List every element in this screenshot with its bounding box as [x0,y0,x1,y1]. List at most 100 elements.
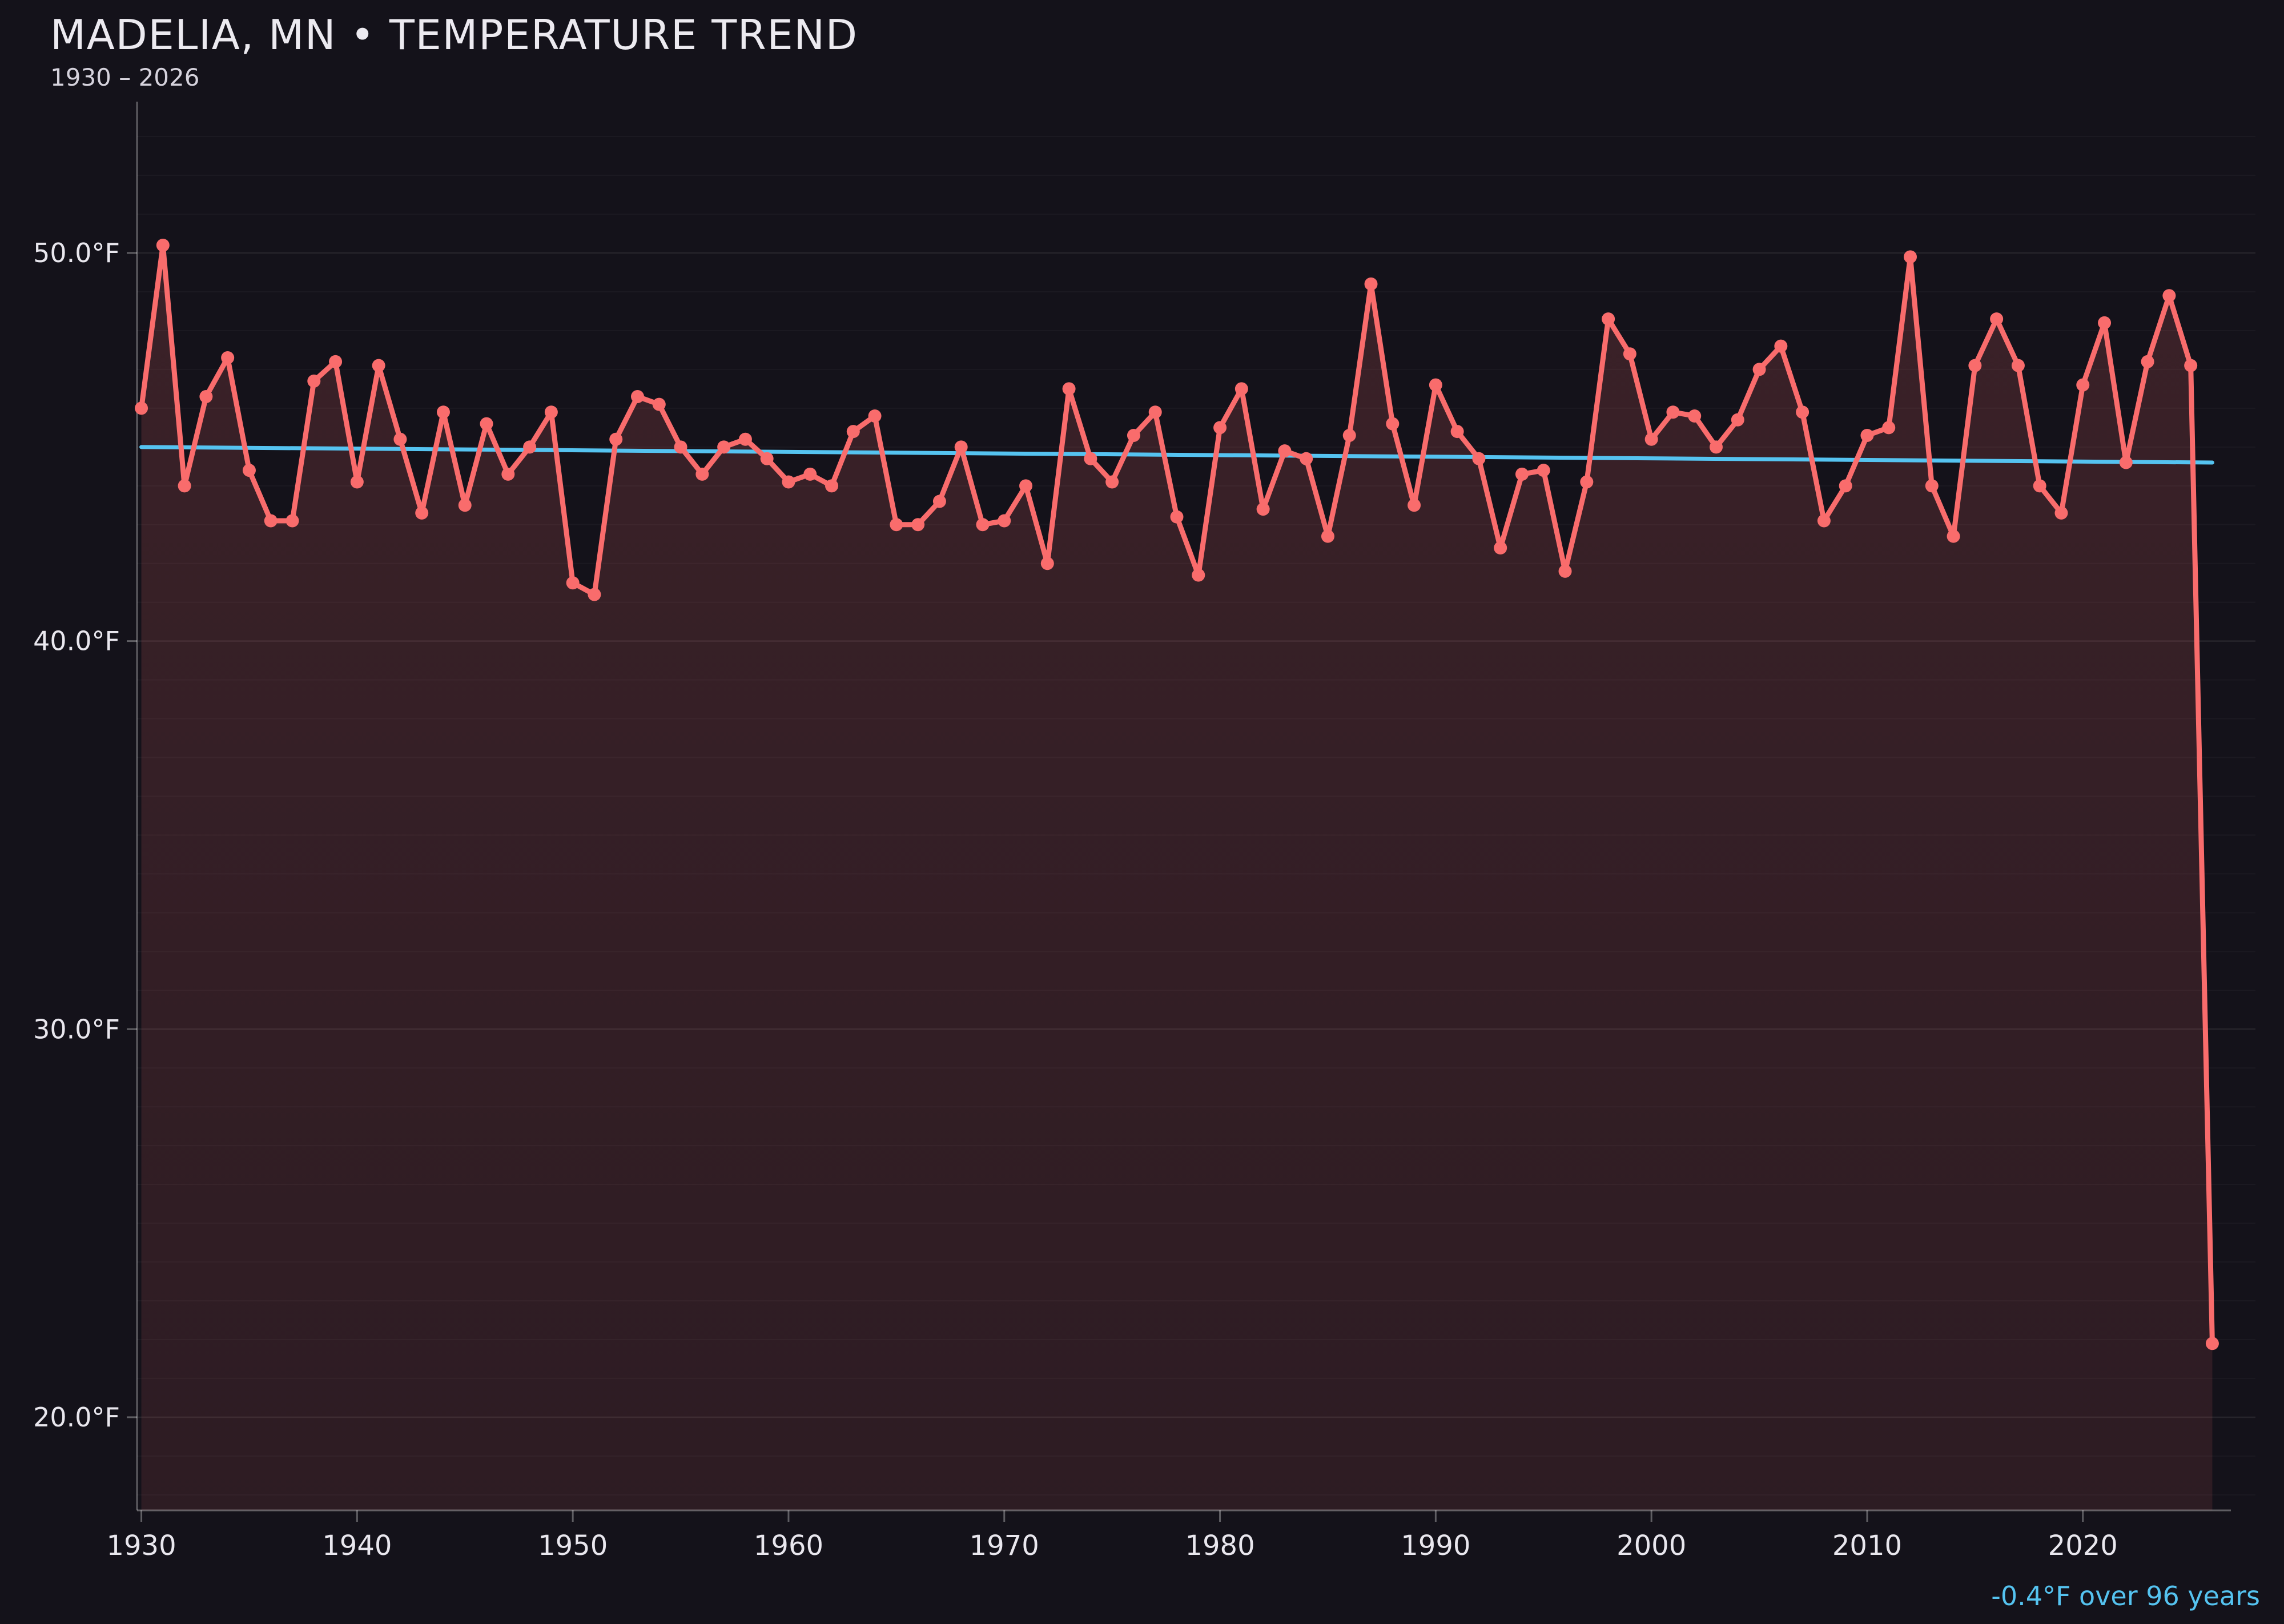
page-subtitle: 1930 – 2026 [50,63,200,92]
data-point [890,518,903,532]
data-point [1386,417,1400,431]
x-tick-label: 1980 [1185,1530,1254,1562]
data-point [1062,382,1076,396]
y-tick-label: 20.0°F [33,1402,120,1433]
data-point [1968,359,1982,372]
data-point [954,440,968,454]
data-point [1537,464,1550,477]
data-point [329,355,343,368]
y-axis-ticks: 50.0°F 40.0°F 30.0°F 20.0°F [33,238,137,1433]
x-tick-label: 1960 [754,1530,823,1562]
data-point [1904,250,1917,264]
data-point [264,514,278,528]
data-point [674,440,687,454]
data-point [2033,479,2046,493]
data-point [1342,428,1356,442]
x-tick-label: 1990 [1401,1530,1470,1562]
trend-annotation: -0.4°F over 96 years [1991,1581,2260,1611]
data-point [2076,378,2090,392]
data-point [1666,405,1680,419]
y-tick-label: 50.0°F [33,238,120,268]
data-point [1472,452,1486,465]
data-point [1256,503,1270,516]
data-point [1580,475,1594,489]
data-point [501,467,515,481]
data-point [1494,541,1507,555]
data-point [1192,568,1205,582]
data-point [1019,479,1033,493]
data-point [286,514,299,528]
series-area-fill [141,245,2213,1511]
data-point [846,425,860,439]
data-point [1752,363,1766,376]
data-point [156,238,170,252]
x-tick-label: 2000 [1617,1530,1686,1562]
data-point [1709,440,1723,454]
data-point [1429,378,1442,392]
data-point [2098,316,2112,329]
data-point [630,390,644,404]
data-point [544,405,558,419]
data-point [1515,467,1529,481]
data-point [1731,413,1744,427]
data-point [911,518,925,532]
data-point [566,576,580,590]
chart-header: MADELIA, MN • TEMPERATURE TREND 1930 – 2… [50,11,858,92]
data-point [1213,421,1227,435]
data-point [1796,405,1809,419]
data-point [350,475,364,489]
data-point [135,401,148,415]
data-point [221,351,235,365]
data-point [932,495,946,508]
data-point [480,417,493,431]
data-point [738,432,752,446]
data-point [1623,347,1636,361]
data-point [652,397,666,411]
data-point [782,475,795,489]
x-axis-ticks: 1930 1940 1950 1960 1970 1980 1990 2000 2010 2020 [106,1510,2118,1562]
data-point [2011,359,2025,372]
data-point [1170,510,1184,524]
y-tick-label: 30.0°F [33,1014,120,1044]
data-point [1321,529,1334,543]
data-point [1860,428,1874,442]
data-point [372,359,385,372]
data-point [415,506,429,520]
data-point [458,499,472,512]
data-point [1364,277,1378,291]
data-point [717,440,731,454]
data-point [1408,499,1421,512]
data-point [1774,339,1788,353]
data-point [1235,382,1248,396]
data-point [1278,444,1292,458]
data-point [1127,428,1140,442]
data-point [1947,529,1960,543]
data-point [393,432,407,446]
data-point [695,467,709,481]
x-tick-label: 1930 [106,1530,176,1562]
data-point [1300,452,1313,465]
x-tick-label: 1950 [538,1530,608,1562]
data-point [803,467,817,481]
data-point [307,374,321,388]
data-point [1450,425,1464,439]
data-point [1882,421,1896,435]
x-tick-label: 2020 [2048,1530,2118,1562]
data-point [609,432,623,446]
data-point [2119,456,2133,469]
data-point [199,390,213,404]
data-point [242,464,256,477]
page-title: MADELIA, MN • TEMPERATURE TREND [50,11,858,59]
data-point [2054,506,2068,520]
data-point [2205,1337,2219,1350]
data-point [1817,514,1831,528]
data-point [1644,432,1658,446]
data-points [135,238,2219,1350]
x-tick-label: 1940 [322,1530,392,1562]
data-point [760,452,774,465]
data-point [436,405,450,419]
data-point [1148,405,1162,419]
